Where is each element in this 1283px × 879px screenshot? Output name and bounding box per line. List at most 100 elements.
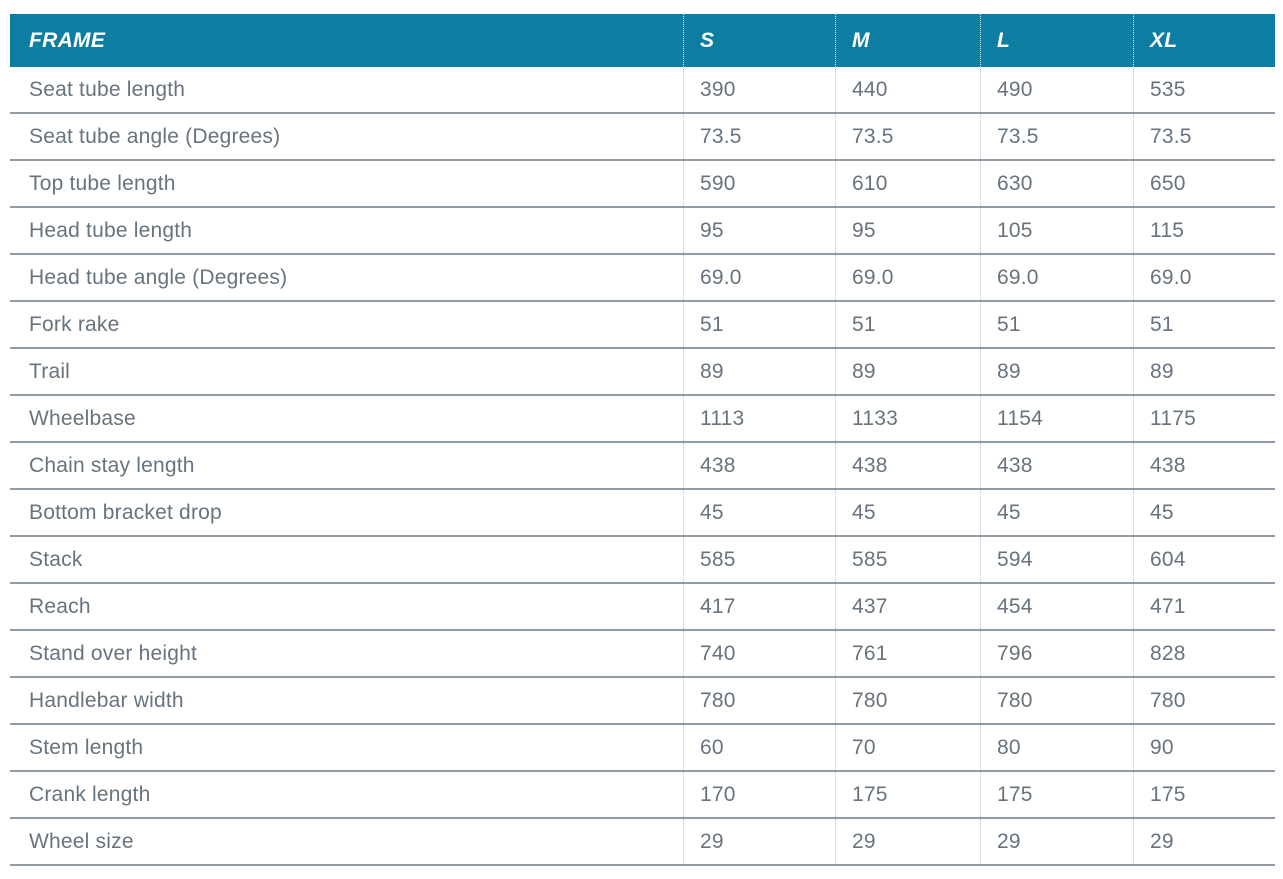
table-row: Wheelbase 1113 1133 1154 1175 bbox=[10, 396, 1275, 443]
row-value: 95 bbox=[683, 208, 835, 253]
row-value: 440 bbox=[835, 67, 980, 112]
row-value: 594 bbox=[980, 537, 1133, 582]
row-value: 90 bbox=[1133, 725, 1275, 770]
row-value: 1175 bbox=[1133, 396, 1275, 441]
row-label: Fork rake bbox=[29, 312, 120, 336]
row-label: Stack bbox=[29, 547, 83, 571]
row-value: 105 bbox=[980, 208, 1133, 253]
row-value: 69.0 bbox=[1133, 255, 1275, 300]
row-value: 438 bbox=[683, 443, 835, 488]
table-row: Handlebar width 780 780 780 780 bbox=[10, 678, 1275, 725]
row-value: 585 bbox=[683, 537, 835, 582]
row-label: Wheel size bbox=[29, 829, 134, 853]
row-value: 438 bbox=[1133, 443, 1275, 488]
row-value: 80 bbox=[980, 725, 1133, 770]
row-value: 29 bbox=[835, 819, 980, 864]
row-label: Chain stay length bbox=[29, 453, 195, 477]
row-label: Reach bbox=[29, 594, 91, 618]
row-value: 29 bbox=[1133, 819, 1275, 864]
row-value: 89 bbox=[980, 349, 1133, 394]
frame-header-cell: FRAME bbox=[29, 28, 106, 52]
size-header-s: S bbox=[683, 14, 835, 67]
table-row: Stack 585 585 594 604 bbox=[10, 537, 1275, 584]
table-body: Seat tube length 390 440 490 535 Seat tube an… bbox=[10, 67, 1275, 866]
row-value: 438 bbox=[980, 443, 1133, 488]
row-value: 115 bbox=[1133, 208, 1275, 253]
row-value: 740 bbox=[683, 631, 835, 676]
table-row: Stand over height 740 761 796 828 bbox=[10, 631, 1275, 678]
row-value: 29 bbox=[683, 819, 835, 864]
row-value: 490 bbox=[980, 67, 1133, 112]
table-row: Seat tube length 390 440 490 535 bbox=[10, 67, 1275, 114]
row-value: 69.0 bbox=[980, 255, 1133, 300]
table-row: Stem length 60 70 80 90 bbox=[10, 725, 1275, 772]
row-label: Stand over height bbox=[29, 641, 198, 665]
row-value: 796 bbox=[980, 631, 1133, 676]
table-row: Trail 89 89 89 89 bbox=[10, 349, 1275, 396]
row-value: 590 bbox=[683, 161, 835, 206]
row-value: 604 bbox=[1133, 537, 1275, 582]
row-label: Top tube length bbox=[29, 171, 176, 195]
row-value: 417 bbox=[683, 584, 835, 629]
row-label: Trail bbox=[29, 359, 71, 383]
row-value: 89 bbox=[835, 349, 980, 394]
row-label: Seat tube angle (Degrees) bbox=[29, 124, 281, 148]
row-value: 175 bbox=[1133, 772, 1275, 817]
row-value: 1113 bbox=[683, 396, 835, 441]
row-value: 29 bbox=[980, 819, 1133, 864]
size-header-l: L bbox=[980, 14, 1133, 67]
row-label: Head tube angle (Degrees) bbox=[29, 265, 288, 289]
table-row: Bottom bracket drop 45 45 45 45 bbox=[10, 490, 1275, 537]
row-value: 95 bbox=[835, 208, 980, 253]
row-value: 175 bbox=[980, 772, 1133, 817]
row-value: 51 bbox=[835, 302, 980, 347]
row-value: 828 bbox=[1133, 631, 1275, 676]
row-value: 780 bbox=[980, 678, 1133, 723]
table-row: Head tube length 95 95 105 115 bbox=[10, 208, 1275, 255]
row-value: 780 bbox=[835, 678, 980, 723]
frame-geometry-table: FRAME S M L XL Seat tube length 390 440 490… bbox=[10, 14, 1275, 866]
table-row: Seat tube angle (Degrees) 73.5 73.5 73.5 73.… bbox=[10, 114, 1275, 161]
row-value: 170 bbox=[683, 772, 835, 817]
row-value: 535 bbox=[1133, 67, 1275, 112]
row-value: 69.0 bbox=[835, 255, 980, 300]
row-value: 471 bbox=[1133, 584, 1275, 629]
size-header-xl: XL bbox=[1133, 14, 1275, 67]
table-row: Fork rake 51 51 51 51 bbox=[10, 302, 1275, 349]
row-value: 1154 bbox=[980, 396, 1133, 441]
row-value: 454 bbox=[980, 584, 1133, 629]
row-value: 45 bbox=[980, 490, 1133, 535]
table-row: Top tube length 590 610 630 650 bbox=[10, 161, 1275, 208]
row-label: Head tube length bbox=[29, 218, 193, 242]
row-value: 610 bbox=[835, 161, 980, 206]
row-value: 73.5 bbox=[1133, 114, 1275, 159]
table-row: Head tube angle (Degrees) 69.0 69.0 69.0 69.… bbox=[10, 255, 1275, 302]
row-value: 73.5 bbox=[683, 114, 835, 159]
row-value: 1133 bbox=[835, 396, 980, 441]
row-value: 437 bbox=[835, 584, 980, 629]
row-value: 73.5 bbox=[980, 114, 1133, 159]
table-row: Wheel size 29 29 29 29 bbox=[10, 819, 1275, 866]
row-value: 51 bbox=[683, 302, 835, 347]
row-value: 438 bbox=[835, 443, 980, 488]
row-value: 89 bbox=[1133, 349, 1275, 394]
row-value: 70 bbox=[835, 725, 980, 770]
row-value: 73.5 bbox=[835, 114, 980, 159]
table-header-row: FRAME S M L XL bbox=[10, 14, 1275, 67]
table-row: Crank length 170 175 175 175 bbox=[10, 772, 1275, 819]
table-row: Chain stay length 438 438 438 438 bbox=[10, 443, 1275, 490]
row-value: 45 bbox=[835, 490, 980, 535]
row-label: Stem length bbox=[29, 735, 144, 759]
row-value: 60 bbox=[683, 725, 835, 770]
row-label: Crank length bbox=[29, 782, 151, 806]
row-value: 650 bbox=[1133, 161, 1275, 206]
row-value: 390 bbox=[683, 67, 835, 112]
row-value: 585 bbox=[835, 537, 980, 582]
row-value: 51 bbox=[980, 302, 1133, 347]
row-value: 89 bbox=[683, 349, 835, 394]
row-value: 45 bbox=[683, 490, 835, 535]
row-label: Seat tube length bbox=[29, 77, 186, 101]
row-label: Handlebar width bbox=[29, 688, 184, 712]
table-row: Reach 417 437 454 471 bbox=[10, 584, 1275, 631]
row-value: 69.0 bbox=[683, 255, 835, 300]
